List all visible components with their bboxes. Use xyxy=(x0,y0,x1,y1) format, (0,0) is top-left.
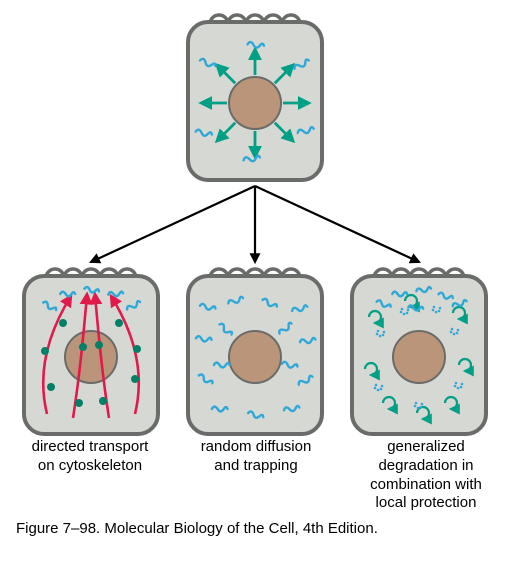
figure-caption: Figure 7–98. Molecular Biology of the Ce… xyxy=(16,520,378,537)
label-generalized-degradation: generalizeddegradation incombination wit… xyxy=(346,438,506,513)
label-random-diffusion: random diffusionand trapping xyxy=(176,438,336,476)
label-directed-transport: directed transporton cytoskeleton xyxy=(10,438,170,476)
